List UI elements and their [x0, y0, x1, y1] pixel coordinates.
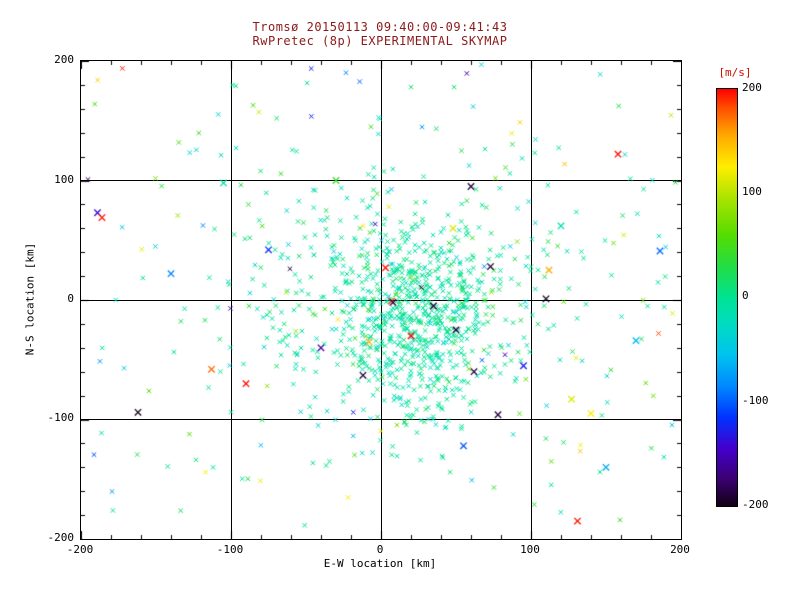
x-axis-tick-label: -100 — [216, 543, 244, 556]
plot-area — [80, 60, 682, 540]
y-axis-tick-label: 200 — [54, 53, 74, 66]
colorbar-tick-label: -200 — [742, 498, 769, 511]
colorbar-label: [m/s] — [718, 66, 752, 79]
x-axis-title: E-W location [km] — [323, 557, 437, 570]
plot-title: Tromsø 20150113 09:40:00-09:41:43 — [252, 20, 508, 34]
x-axis-tick-label: 200 — [670, 543, 690, 556]
scatter-points-canvas — [81, 61, 681, 539]
colorbar-gradient — [717, 89, 737, 506]
x-axis-tick-label: 100 — [520, 543, 540, 556]
colorbar-tick-label: 200 — [742, 81, 762, 94]
colorbar — [716, 88, 738, 507]
y-axis-tick-label: -100 — [47, 411, 75, 424]
x-axis-tick-label: 0 — [376, 543, 384, 556]
plot-subtitle: RwPretec (8p) EXPERIMENTAL SKYMAP — [252, 34, 508, 48]
y-axis-tick-label: 0 — [67, 292, 74, 305]
colorbar-tick-label: 100 — [742, 185, 762, 198]
colorbar-tick-label: -100 — [742, 394, 769, 407]
y-axis-tick-label: -200 — [47, 531, 75, 544]
x-axis-tick-label: -200 — [66, 543, 94, 556]
colorbar-tick-label: 0 — [742, 289, 749, 302]
y-axis-title: N-S location [km] — [23, 242, 37, 356]
y-axis-tick-label: 100 — [54, 173, 74, 186]
